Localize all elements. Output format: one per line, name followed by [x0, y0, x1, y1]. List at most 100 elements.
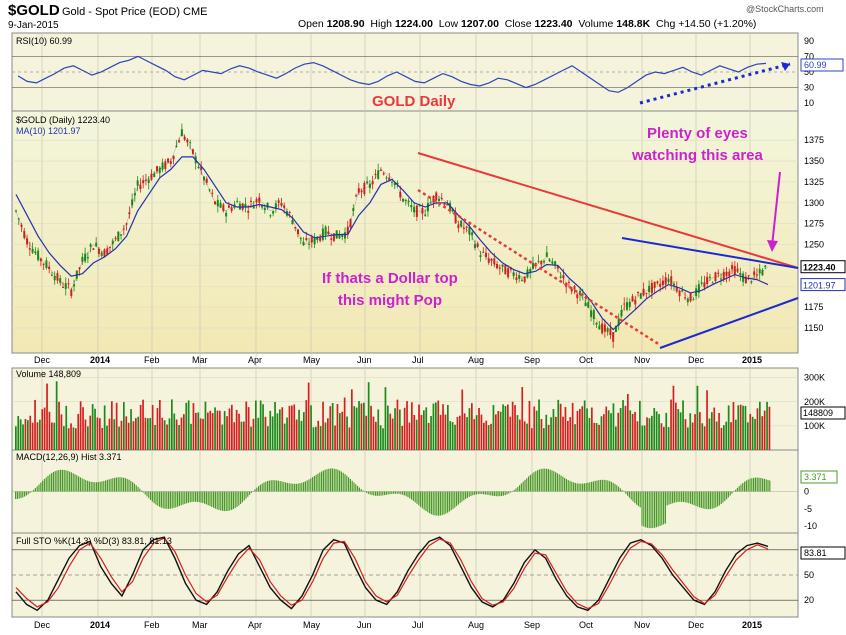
macd-hist-bar — [470, 491, 472, 496]
volume-bar — [406, 401, 408, 450]
volume-bar — [754, 418, 756, 450]
x-tick-label-price: Feb — [144, 355, 160, 365]
macd-hist-bar — [317, 473, 319, 492]
macd-hist-bar — [47, 475, 49, 492]
volume-bar — [564, 407, 567, 450]
macd-hist-bar — [110, 478, 112, 492]
price-candle-body — [178, 140, 181, 143]
macd-hist-bar — [108, 479, 110, 492]
macd-hist-bar — [105, 480, 107, 492]
volume-bar — [382, 428, 384, 450]
volume-label: Volume — [578, 18, 614, 30]
price-candle-body — [382, 173, 385, 175]
volume-bar — [151, 404, 154, 450]
volume-bar — [543, 428, 545, 450]
volume-bar — [706, 390, 708, 450]
price-candle-body — [291, 220, 294, 225]
macd-hist-bar — [351, 480, 353, 492]
x-tick-label-price: Mar — [192, 355, 208, 365]
macd-hist-bar — [420, 491, 422, 507]
macd-hist-bar — [582, 483, 584, 492]
price-candle-body — [761, 269, 764, 276]
macd-hist-bar — [592, 481, 594, 492]
macd-hist-bar — [414, 491, 416, 503]
macd-hist-bar — [715, 491, 717, 508]
macd-hist-bar — [454, 491, 456, 508]
volume-bar — [742, 405, 744, 450]
volume-bar — [322, 401, 324, 450]
macd-hist-bar — [450, 491, 452, 511]
macd-hist-bar — [223, 491, 225, 512]
macd-hist-bar — [209, 491, 211, 507]
volume-bar — [711, 412, 713, 450]
macd-hist-bar — [607, 480, 609, 492]
volume-bar — [336, 404, 339, 450]
macd-hist-bar — [693, 491, 695, 506]
volume-bar — [394, 408, 396, 450]
price-candle-body — [758, 268, 761, 274]
price-candle-body — [211, 192, 214, 194]
price-candle-body — [191, 149, 194, 154]
price-candle-body — [612, 332, 615, 342]
price-candle-body — [424, 214, 427, 216]
macd-hist-bar — [538, 469, 540, 492]
macd-hist-bar — [513, 489, 515, 492]
price-candle-body — [294, 226, 297, 229]
price-candle-body — [269, 215, 272, 217]
volume-bar — [463, 413, 466, 450]
price-candle-body — [319, 237, 322, 241]
volume-bar — [298, 409, 300, 450]
price-candle-body — [606, 328, 609, 332]
macd-hist-bar — [393, 491, 395, 494]
price-candle-body — [371, 181, 374, 185]
volume-bar — [283, 423, 286, 450]
red-resistance-line — [417, 152, 799, 269]
volume-bar — [454, 424, 456, 450]
volume-bar — [315, 426, 317, 450]
price-close-line — [15, 131, 769, 337]
volume-bar — [612, 403, 615, 450]
macd-hist-bar — [691, 491, 693, 505]
x-tick-label-sto: Jul — [412, 620, 424, 630]
volume-bar — [437, 400, 440, 450]
x-tick-label-sto: Nov — [634, 620, 651, 630]
volume-bar — [331, 402, 334, 450]
macd-hist-bar — [339, 470, 341, 492]
volume-bar — [257, 417, 260, 450]
macd-hist-bar — [166, 491, 168, 509]
macd-hist-bar — [747, 479, 749, 492]
price-candle-body — [708, 276, 711, 278]
macd-hist-bar — [614, 483, 616, 492]
price-candle-body — [650, 282, 653, 293]
price-candle-body — [244, 203, 247, 207]
macd-hist-bar — [673, 491, 675, 503]
macd-hist-bar — [254, 489, 256, 492]
volume-bar — [485, 420, 488, 450]
macd-hist-bar — [459, 491, 461, 504]
macd-hist-bar — [78, 476, 80, 492]
volume-bar — [161, 417, 164, 450]
macd-hist-bar — [389, 491, 391, 495]
x-tick-label-price: Oct — [579, 355, 594, 365]
volume-bar — [451, 422, 454, 450]
volume-bar — [82, 407, 84, 450]
volume-bar — [646, 417, 648, 450]
macd-hist-bar — [274, 480, 276, 492]
price-candle-body — [739, 272, 742, 276]
rsi-tick-label: 90 — [804, 36, 814, 46]
price-candle-body — [150, 173, 153, 180]
volume-tick-label: 200K — [804, 397, 825, 407]
price-candle-body — [744, 276, 747, 284]
macd-hist-bar — [457, 491, 459, 505]
macd-hist-bar — [285, 482, 287, 492]
macd-hist-bar — [157, 491, 159, 506]
volume-bar — [101, 427, 104, 450]
macd-hist-bar — [382, 491, 384, 496]
price-candle-body — [42, 263, 45, 265]
macd-hist-bar — [466, 491, 468, 498]
volume-bar — [207, 412, 209, 450]
price-candle-body — [540, 260, 543, 265]
macd-hist-bar — [61, 469, 63, 492]
plenty-annotation: Plenty of eyes watching this area — [632, 123, 763, 167]
